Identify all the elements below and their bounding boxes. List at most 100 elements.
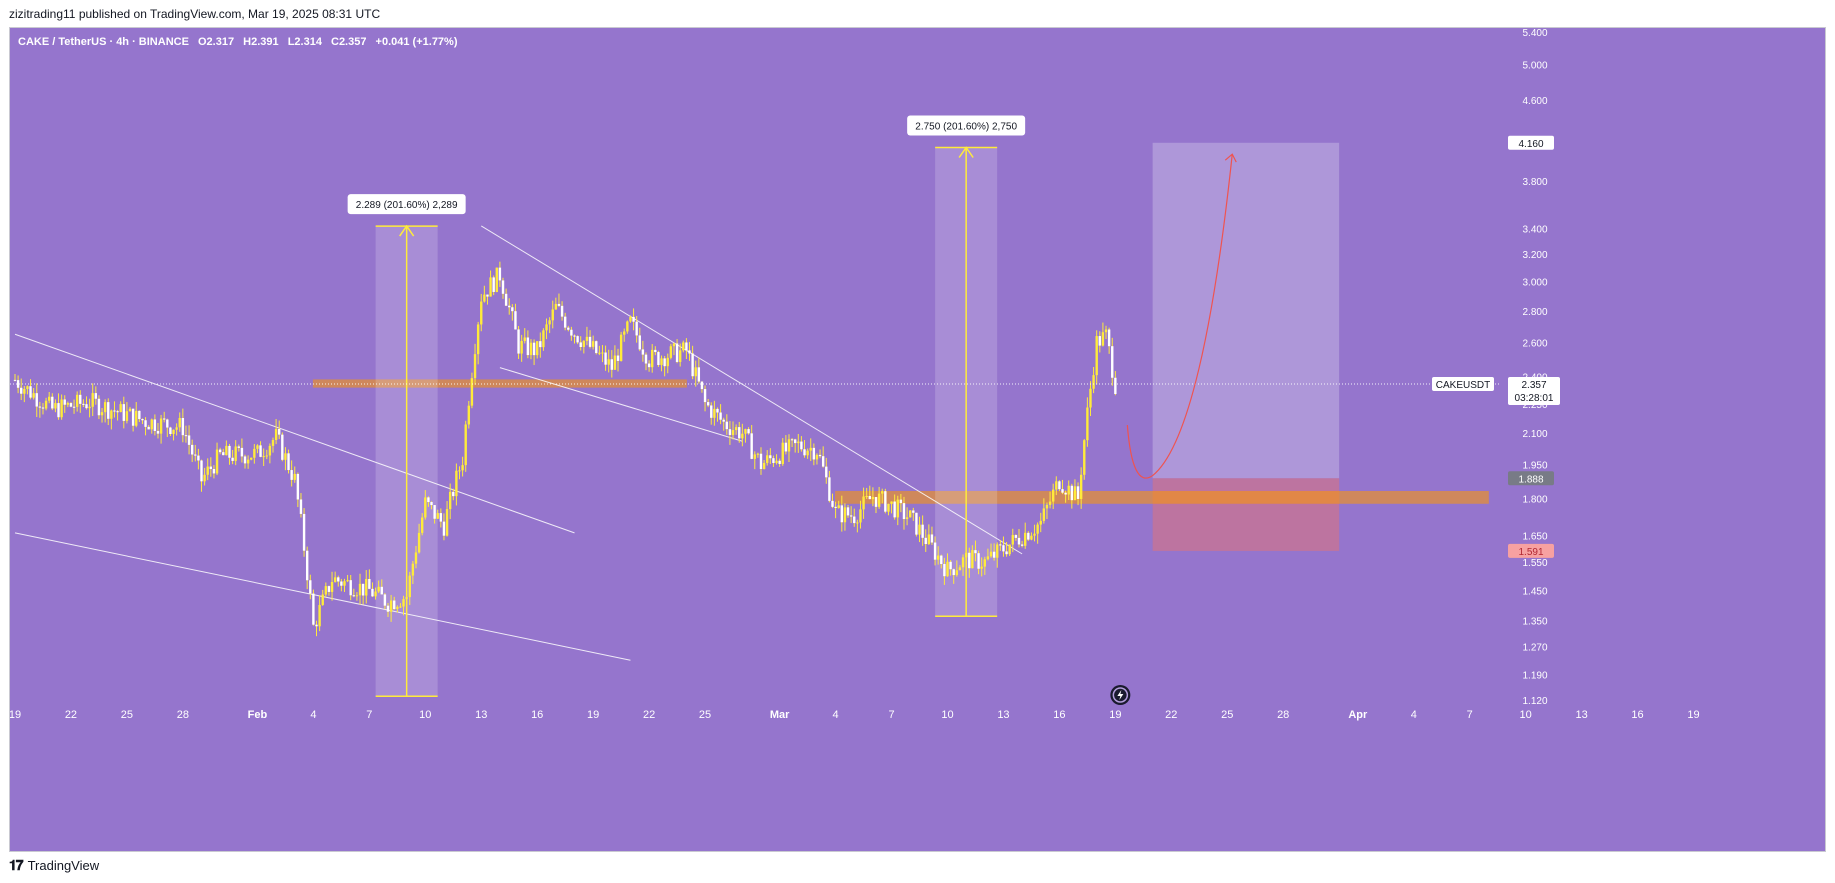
x-tick-label: Feb <box>248 709 268 721</box>
candle-body <box>187 435 191 445</box>
candle-body <box>128 408 132 412</box>
projection-arrow <box>1224 153 1237 163</box>
candle-body <box>430 502 433 506</box>
candle-body <box>113 410 116 412</box>
candle-body <box>697 367 701 382</box>
candle-body <box>1089 388 1092 408</box>
candle-body <box>1086 407 1089 441</box>
candle-body <box>924 537 927 545</box>
candle-body <box>386 605 390 612</box>
candle-body <box>178 418 181 428</box>
candle-body <box>1030 535 1033 540</box>
candle-body <box>958 567 962 571</box>
candle-body <box>831 500 834 507</box>
candle-body <box>501 280 505 294</box>
candle-body <box>1045 504 1049 509</box>
candle-body <box>156 430 160 434</box>
candle-body <box>508 305 511 308</box>
candle-body <box>635 321 638 336</box>
x-tick-label: 16 <box>1631 709 1643 721</box>
candle-body <box>793 439 797 444</box>
chart-panel[interactable]: 5.400 5.000 4.600 3.800 3.400 3.200 3.000 2.800… <box>9 27 1826 852</box>
candle-body <box>203 474 206 482</box>
target-zone-box <box>1152 142 1340 479</box>
candle-body <box>287 453 290 471</box>
candle-body <box>16 380 20 388</box>
candle-body <box>1008 544 1011 555</box>
candle-body <box>651 349 654 368</box>
candle-body <box>787 439 791 452</box>
symbol-tag: CAKEUSDT <box>1436 380 1490 391</box>
countdown-label: 03:28:01 <box>1515 393 1554 404</box>
candle-body <box>281 434 284 460</box>
x-tick-label: 19 <box>10 709 21 721</box>
candle-body <box>576 336 579 343</box>
measure-label: 2.750 (201.60%) 2,750 <box>915 122 1017 133</box>
candle-body <box>899 499 903 504</box>
candle-body <box>986 556 990 560</box>
candle-body <box>654 349 657 353</box>
candle-body <box>103 402 107 413</box>
candle-body <box>968 552 971 569</box>
candle-body <box>371 588 374 597</box>
candle-body <box>458 470 461 472</box>
x-tick-label: 7 <box>1467 709 1473 721</box>
x-tick-label: 4 <box>833 709 839 721</box>
candle-body <box>949 561 952 570</box>
candle-body <box>150 419 153 430</box>
candle-body <box>153 419 157 431</box>
candle-body <box>887 503 890 512</box>
candle-body <box>57 403 60 418</box>
candle-body <box>256 445 259 449</box>
candle-body <box>1104 329 1108 333</box>
candle-body <box>1114 377 1117 395</box>
candle-body <box>47 396 51 401</box>
candle-body <box>790 439 794 441</box>
candle-body <box>296 473 300 500</box>
candle-body <box>570 329 573 336</box>
candle-body <box>744 429 747 434</box>
candle-body <box>1107 329 1111 347</box>
candle-body <box>433 505 436 519</box>
candle-body <box>874 497 878 507</box>
x-tick-label: Mar <box>770 709 790 721</box>
candle-body <box>1111 346 1114 378</box>
candle-body <box>352 595 356 597</box>
candle-body <box>955 570 959 576</box>
candle-body <box>862 496 865 510</box>
measure-label-box <box>347 194 466 215</box>
candle-body <box>452 491 455 497</box>
candle-body <box>859 509 862 523</box>
candle-body <box>97 398 101 416</box>
candle-body <box>69 403 73 407</box>
candle-body <box>439 513 443 522</box>
candle-body <box>13 379 17 381</box>
candle-body <box>542 330 545 348</box>
candle-body <box>85 404 88 409</box>
candle-body <box>856 522 859 524</box>
x-tick-label: 4 <box>1411 709 1417 721</box>
tradingview-footer[interactable]: 𝟏𝟕 TradingView <box>9 857 99 874</box>
candle-body <box>706 402 710 406</box>
candle-body <box>579 342 582 347</box>
candle-body <box>1024 532 1027 546</box>
candle-body <box>1033 533 1036 536</box>
legend-high: H2.391 <box>243 36 279 48</box>
trendline <box>14 333 575 534</box>
candle-body <box>91 393 94 407</box>
candle-body <box>781 442 784 464</box>
candle-body <box>554 303 558 310</box>
candle-body <box>719 412 722 420</box>
candle-body <box>896 499 899 518</box>
candle-body <box>253 448 256 458</box>
candle-body <box>75 394 79 407</box>
candle-body <box>489 277 492 297</box>
published-info: zizitrading11 published on TradingView.c… <box>9 7 381 21</box>
candle-body <box>246 459 250 464</box>
candle-body <box>358 583 362 596</box>
symbol-legend: CAKE / TetherUS · 4h · BINANCE O2.317 H2… <box>18 36 464 48</box>
price-chart[interactable]: 5.400 5.000 4.600 3.800 3.400 3.200 3.000 2.800… <box>10 28 1825 851</box>
candle-body <box>265 455 268 457</box>
candle-body <box>181 418 185 436</box>
candle-body <box>259 445 262 457</box>
